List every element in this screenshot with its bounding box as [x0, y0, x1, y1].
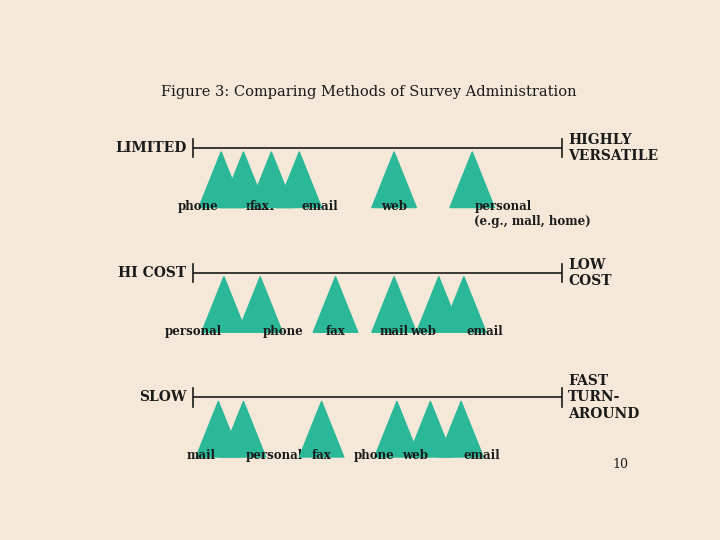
Text: fax: fax	[312, 449, 331, 462]
Text: SLOW: SLOW	[139, 390, 186, 404]
Text: web: web	[381, 200, 407, 213]
Text: fax: fax	[325, 325, 346, 338]
Text: HIGHLY
VERSATILE: HIGHLY VERSATILE	[568, 133, 658, 163]
Text: mail: mail	[187, 449, 216, 462]
Text: HI COST: HI COST	[118, 266, 186, 280]
Text: mail: mail	[379, 325, 409, 338]
Text: LOW
COST: LOW COST	[568, 258, 612, 288]
Text: personal: personal	[165, 325, 222, 338]
Text: LIMITED: LIMITED	[115, 141, 186, 155]
Text: FAST
TURN-
AROUND: FAST TURN- AROUND	[568, 374, 639, 421]
Text: phone: phone	[262, 325, 303, 338]
Text: fax: fax	[249, 200, 269, 213]
Text: mail: mail	[246, 200, 275, 213]
Text: 10: 10	[613, 458, 629, 471]
Text: Figure 3: Comparing Methods of Survey Administration: Figure 3: Comparing Methods of Survey Ad…	[161, 85, 577, 99]
Text: email: email	[463, 449, 500, 462]
Text: personal: personal	[246, 449, 303, 462]
Text: email: email	[302, 200, 338, 213]
Text: phone: phone	[354, 449, 395, 462]
Text: personal
(e.g., mall, home): personal (e.g., mall, home)	[474, 200, 591, 228]
Text: email: email	[466, 325, 503, 338]
Text: web: web	[410, 325, 436, 338]
Text: phone: phone	[178, 200, 219, 213]
Text: web: web	[402, 449, 428, 462]
